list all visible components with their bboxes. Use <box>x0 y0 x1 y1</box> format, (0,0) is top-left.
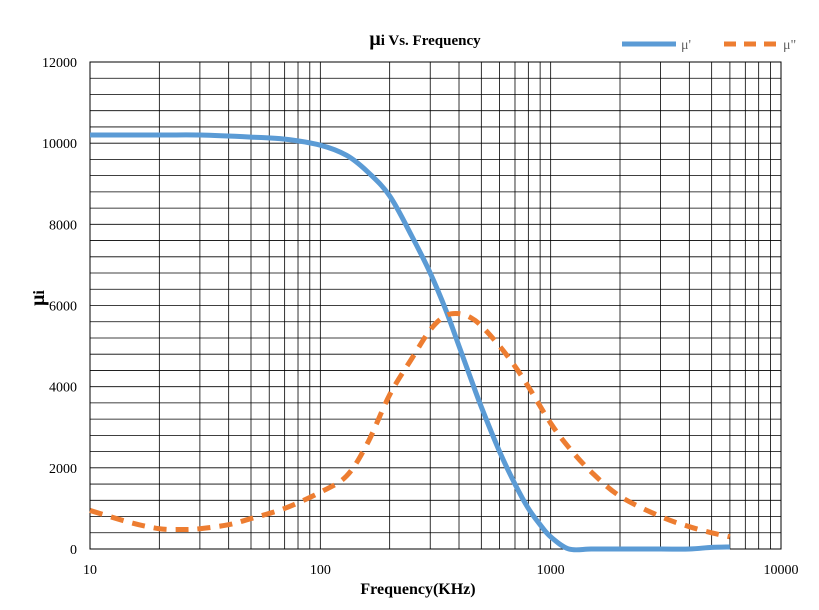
y-axis-title: μi <box>27 290 49 306</box>
plot-area <box>89 61 782 550</box>
chart-title: μi Vs. Frequency <box>369 28 481 50</box>
legend-label-mu-prime: μ' <box>681 38 691 53</box>
legend: μ' μ" <box>622 38 796 53</box>
y-axis-ticks: 0 2000 4000 6000 8000 10000 12000 <box>42 56 77 558</box>
x-tick-label: 100 <box>310 563 331 578</box>
y-tick-label: 6000 <box>49 300 77 315</box>
x-tick-label: 1000 <box>537 563 565 578</box>
y-tick-label: 4000 <box>49 381 77 396</box>
x-axis-ticks: 10 100 1000 10000 <box>83 563 799 578</box>
series-line-1 <box>89 310 731 540</box>
series-layer <box>89 132 731 553</box>
x-tick-label: 10 <box>83 563 97 578</box>
legend-label-mu-double-prime: μ" <box>783 38 796 53</box>
y-tick-label: 0 <box>70 543 77 558</box>
x-tick-label: 10000 <box>764 563 799 578</box>
y-tick-label: 10000 <box>42 137 77 152</box>
y-tick-label: 12000 <box>42 56 77 71</box>
y-tick-label: 2000 <box>49 462 77 477</box>
grid <box>89 61 782 550</box>
series-line-0 <box>89 132 730 553</box>
y-tick-label: 8000 <box>49 218 77 233</box>
x-axis-title: Frequency(KHz) <box>360 581 475 598</box>
